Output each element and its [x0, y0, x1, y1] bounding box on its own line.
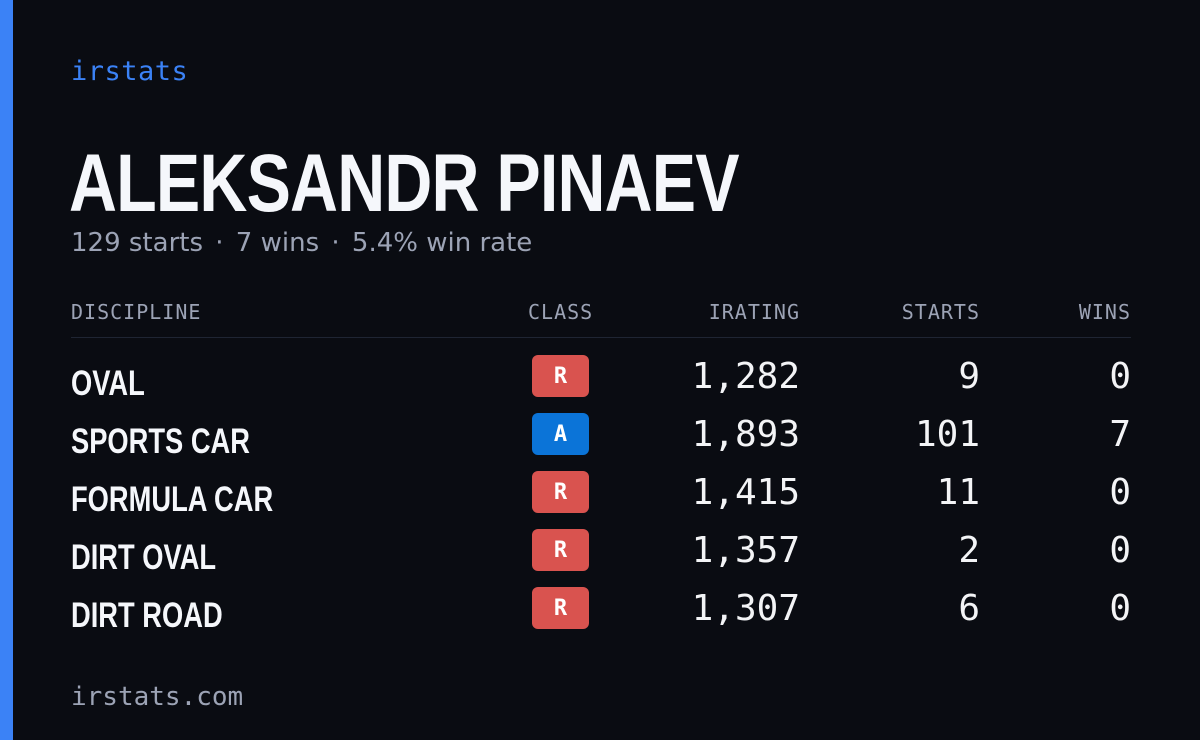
- wins-value: 0: [1109, 530, 1131, 571]
- discipline-name: FORMULA CAR: [71, 480, 274, 519]
- license-class-badge: R: [532, 587, 589, 629]
- driver-summary: 129 starts · 7 wins · 5.4% win rate: [71, 228, 532, 258]
- irating-value: 1,307: [691, 588, 800, 629]
- wins-value: 0: [1109, 588, 1131, 629]
- table-header: DISCIPLINE CLASS IRATING STARTS WINS: [71, 296, 1131, 338]
- brand-logo: irstats: [71, 56, 189, 87]
- discipline-name: SPORTS CAR: [71, 422, 250, 461]
- separator-dot: ·: [331, 228, 340, 258]
- separator-dot: ·: [215, 228, 224, 258]
- irating-value: 1,357: [691, 530, 800, 571]
- starts-summary: 129 starts: [71, 228, 203, 258]
- wins-value: 7: [1109, 414, 1131, 455]
- starts-value: 6: [958, 588, 980, 629]
- license-class-badge: R: [532, 355, 589, 397]
- license-class-badge: A: [532, 413, 589, 455]
- discipline-name: OVAL: [71, 364, 145, 403]
- header-wins: WINS: [1078, 300, 1131, 324]
- starts-value: 101: [914, 414, 980, 455]
- discipline-name: DIRT OVAL: [71, 538, 217, 577]
- starts-value: 11: [936, 472, 980, 513]
- wins-summary: 7 wins: [235, 228, 320, 258]
- header-discipline: DISCIPLINE: [71, 300, 202, 324]
- wins-value: 0: [1109, 356, 1131, 397]
- table-body: OVAL R 1,282 9 0 SPORTS CAR A 1,893 101 …: [71, 354, 1131, 644]
- header-irating: IRATING: [708, 300, 800, 324]
- table-row: OVAL R 1,282 9 0: [71, 354, 1131, 412]
- header-class: CLASS: [528, 300, 594, 324]
- starts-value: 2: [958, 530, 980, 571]
- irating-value: 1,893: [691, 414, 800, 455]
- footer-url: irstats.com: [71, 682, 244, 712]
- win-rate-summary: 5.4% win rate: [351, 228, 533, 258]
- starts-value: 9: [958, 356, 980, 397]
- discipline-table: DISCIPLINE CLASS IRATING STARTS WINS OVA…: [71, 296, 1131, 644]
- accent-bar: [0, 0, 13, 740]
- header-starts: STARTS: [901, 300, 980, 324]
- irating-value: 1,282: [691, 356, 800, 397]
- table-row: DIRT OVAL R 1,357 2 0: [71, 528, 1131, 586]
- license-class-badge: R: [532, 471, 589, 513]
- irating-value: 1,415: [691, 472, 800, 513]
- license-class-badge: R: [532, 529, 589, 571]
- table-row: SPORTS CAR A 1,893 101 7: [71, 412, 1131, 470]
- table-row: FORMULA CAR R 1,415 11 0: [71, 470, 1131, 528]
- wins-value: 0: [1109, 472, 1131, 513]
- driver-name: ALEKSANDR PINAEV: [69, 138, 740, 229]
- table-row: DIRT ROAD R 1,307 6 0: [71, 586, 1131, 644]
- discipline-name: DIRT ROAD: [71, 596, 223, 635]
